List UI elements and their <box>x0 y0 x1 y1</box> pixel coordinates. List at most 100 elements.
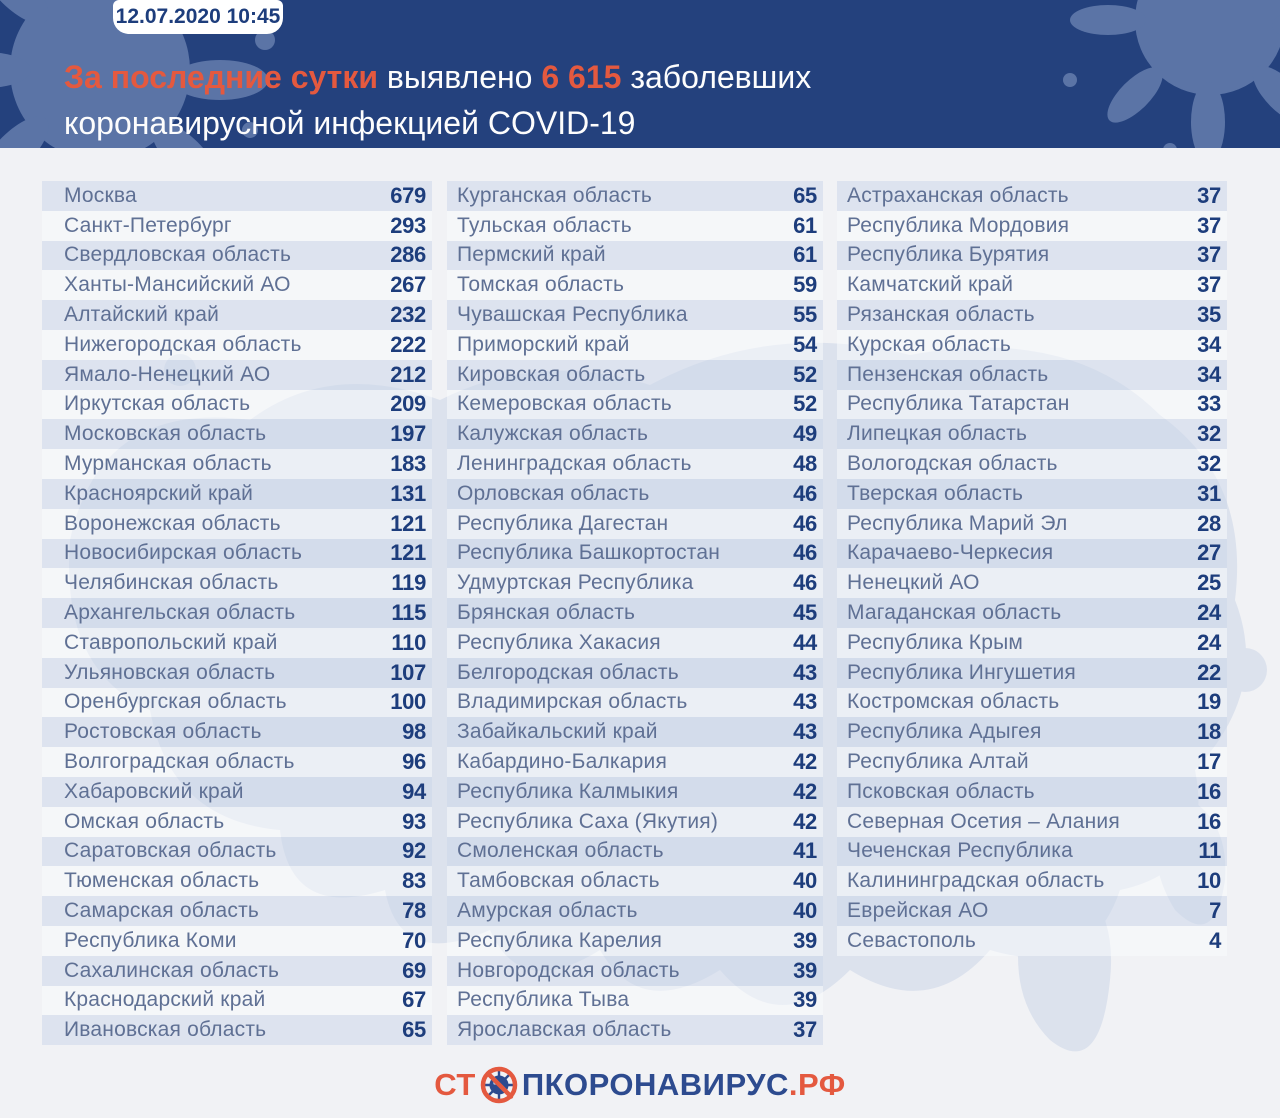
title-line-1: За последние сутки выявлено 6 615 заболе… <box>64 59 812 95</box>
table-row: Липецкая область 32 <box>837 419 1227 450</box>
region-name: Магаданская область <box>847 601 1062 625</box>
region-value: 209 <box>390 391 426 417</box>
region-name: Республика Алтай <box>847 750 1029 774</box>
region-value: 121 <box>390 540 426 566</box>
region-name: Ростовская область <box>64 720 262 744</box>
table-row: Республика Башкортостан 46 <box>447 538 823 569</box>
region-name: Северная Осетия – Алания <box>847 809 1120 833</box>
region-name: Еврейская АО <box>847 899 989 923</box>
table-row: Томская область 59 <box>447 270 823 301</box>
table-row: Республика Бурятия 37 <box>837 240 1227 271</box>
region-value: 183 <box>390 451 426 477</box>
region-value: 16 <box>1197 808 1221 834</box>
region-value: 293 <box>390 212 426 238</box>
region-name: Калининградская область <box>847 869 1105 893</box>
region-column-2: Курганская область 65 Тульская область 61 Пе… <box>447 181 823 1046</box>
region-name: Волгоградская область <box>64 750 295 774</box>
region-value: 46 <box>793 510 817 536</box>
table-row: Калининградская область 10 <box>837 866 1227 897</box>
region-name: Брянская область <box>457 601 636 625</box>
region-name: Челябинская область <box>64 571 279 595</box>
region-value: 34 <box>1197 331 1221 357</box>
region-name: Республика Дагестан <box>457 511 669 535</box>
region-value: 679 <box>390 182 426 208</box>
region-name: Республика Адыгея <box>847 720 1042 744</box>
region-column-3: Астраханская область 37 Республика Мордови… <box>837 181 1227 1045</box>
table-row: Мурманская область 183 <box>42 449 432 479</box>
region-value: 83 <box>402 868 426 894</box>
region-name: Москва <box>64 183 137 207</box>
region-name: Мурманская область <box>64 452 272 476</box>
title-line-2: коронавирусной инфекцией COVID-19 <box>64 105 636 141</box>
table-row: Курская область 34 <box>837 329 1227 360</box>
region-value: 16 <box>1197 778 1221 804</box>
region-name: Республика Калмыкия <box>457 779 679 803</box>
region-name: Омская область <box>64 809 225 833</box>
region-name: Московская область <box>64 422 267 446</box>
table-row: Республика Марий Эл 28 <box>837 508 1227 539</box>
region-name: Республика Ингушетия <box>847 660 1077 684</box>
region-name: Ярославская область <box>457 1018 672 1042</box>
table-row: Красноярский край 131 <box>42 478 432 509</box>
region-name: Республика Карелия <box>457 928 663 952</box>
footer: СТ ПКОРОНАВИРУС .РФ <box>0 1064 1280 1106</box>
region-name: Орловская область <box>457 481 650 505</box>
region-value: 212 <box>390 361 426 387</box>
no-virus-icon <box>480 1066 518 1104</box>
region-value: 44 <box>793 629 817 655</box>
region-value: 46 <box>793 480 817 506</box>
table-row: Амурская область 40 <box>447 896 823 926</box>
region-name: Вологодская область <box>847 452 1058 476</box>
table-row: Пензенская область 34 <box>837 359 1227 390</box>
table-row: Омская область 93 <box>42 806 432 837</box>
region-name: Астраханская область <box>847 183 1069 207</box>
region-name: Владимирская область <box>457 690 688 714</box>
table-row: Республика Адыгея 18 <box>837 717 1227 748</box>
table-row: Республика Крым 24 <box>837 627 1227 658</box>
table-row: Иркутская область 209 <box>42 389 432 420</box>
logo-suffix: .РФ <box>788 1067 846 1102</box>
region-value: 65 <box>793 182 817 208</box>
region-name: Приморский край <box>457 332 630 356</box>
region-value: 197 <box>390 421 426 447</box>
region-value: 42 <box>793 808 817 834</box>
region-name: Пермский край <box>457 243 606 267</box>
region-value: 24 <box>1197 629 1221 655</box>
region-value: 54 <box>793 331 817 357</box>
region-name: Республика Тыва <box>457 988 630 1012</box>
region-name: Псковская область <box>847 779 1035 803</box>
region-name: Смоленская область <box>457 839 664 863</box>
region-value: 18 <box>1197 719 1221 745</box>
region-value: 33 <box>1197 391 1221 417</box>
region-name: Ямало-Ненецкий АО <box>64 362 271 386</box>
table-row: Кемеровская область 52 <box>447 389 823 420</box>
region-value: 32 <box>1197 421 1221 447</box>
table-row: Московская область 197 <box>42 419 432 450</box>
region-value: 119 <box>391 570 426 596</box>
region-value: 267 <box>390 272 426 298</box>
region-name: Кировская область <box>457 362 646 386</box>
region-value: 110 <box>391 629 426 655</box>
region-value: 78 <box>402 898 426 924</box>
table-row: Архангельская область 115 <box>42 598 432 628</box>
region-value: 28 <box>1197 510 1221 536</box>
region-name: Свердловская область <box>64 243 292 267</box>
table-row: Нижегородская область 222 <box>42 329 432 360</box>
region-name: Республика Хакасия <box>457 630 661 654</box>
region-value: 42 <box>793 749 817 775</box>
region-name: Чеченская Республика <box>847 839 1073 863</box>
region-name: Ивановская область <box>64 1018 267 1042</box>
region-name: Севастополь <box>847 928 976 952</box>
region-name: Новосибирская область <box>64 541 303 565</box>
region-value: 65 <box>402 1017 426 1043</box>
region-value: 45 <box>793 600 817 626</box>
region-name: Кабардино-Балкария <box>457 750 668 774</box>
region-name: Рязанская область <box>847 303 1035 327</box>
region-name: Самарская область <box>64 899 260 923</box>
region-name: Ленинградская область <box>457 452 692 476</box>
region-value: 52 <box>793 361 817 387</box>
region-value: 37 <box>1197 272 1221 298</box>
table-row: Кабардино-Балкария 42 <box>447 747 823 777</box>
logo-main: ПКОРОНАВИРУС <box>521 1067 789 1102</box>
region-name: Чувашская Республика <box>457 303 688 327</box>
